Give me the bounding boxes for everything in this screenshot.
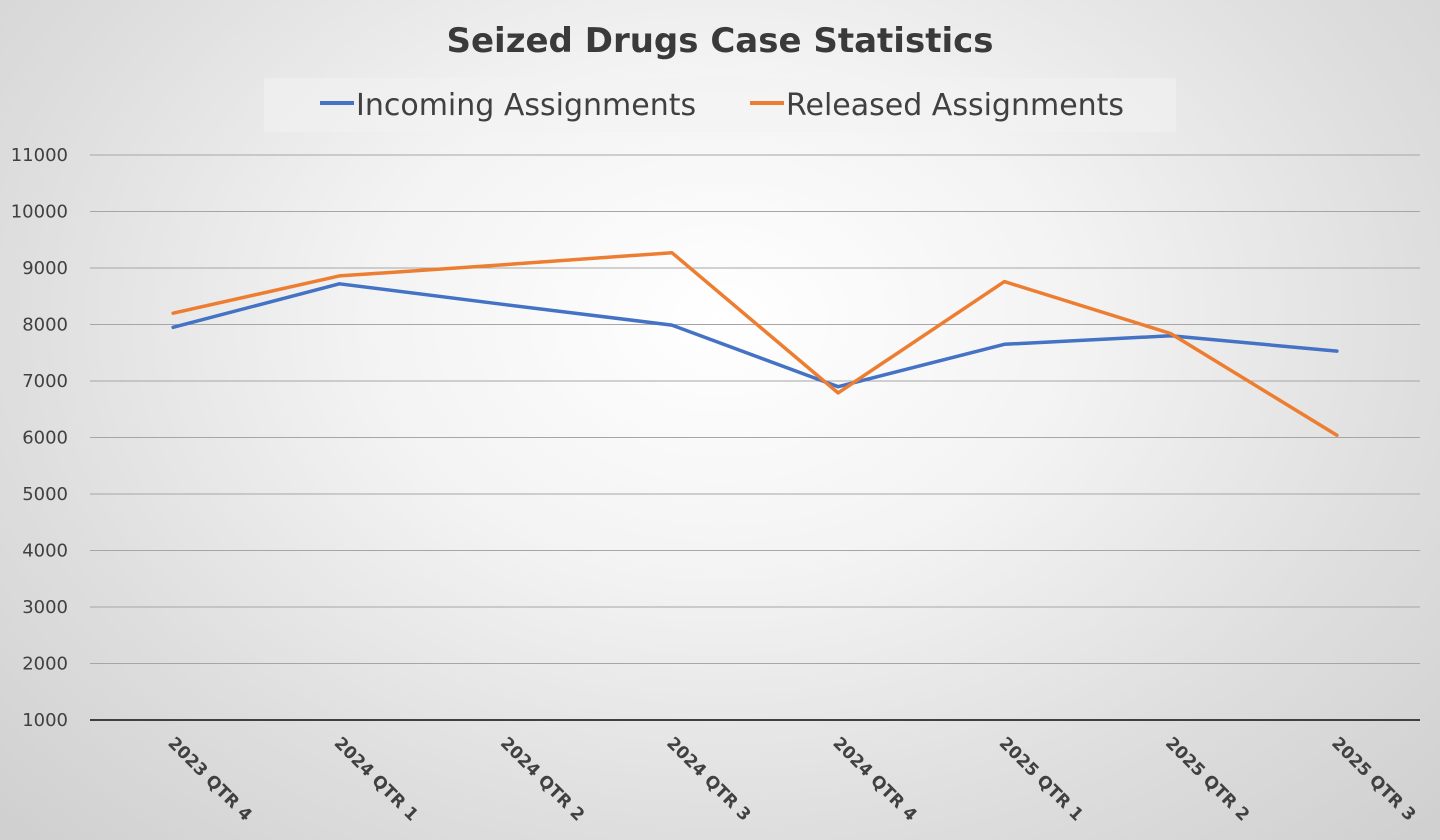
legend-background — [264, 78, 1176, 132]
gridlines — [90, 154, 1420, 664]
y-tick-label: 11000 — [11, 145, 68, 166]
y-axis: 1000 2000 3000 4000 5000 6000 7000 8000 9000 1000… — [11, 145, 68, 731]
y-tick-label: 2000 — [22, 654, 68, 675]
chart-title: Seized Drugs Case Statistics — [447, 21, 994, 61]
x-tick-label: 2024 QTR 2 — [496, 733, 588, 825]
legend: Incoming Assignments Released Assignments — [320, 88, 1124, 123]
x-axis: 2023 QTR 4 2024 QTR 1 2024 QTR 2 2024 QTR 3… — [90, 719, 1420, 826]
series-group — [171, 250, 1339, 437]
x-tick-label: 2024 QTR 1 — [330, 733, 422, 825]
y-tick-label: 8000 — [22, 315, 68, 336]
legend-label: Released Assignments — [786, 88, 1124, 123]
series-line-released-assignments — [171, 250, 1339, 437]
x-tick-label: 2024 QTR 4 — [829, 733, 921, 825]
y-tick-label: 6000 — [22, 428, 68, 449]
y-tick-label: 4000 — [22, 541, 68, 562]
x-tick-label: 2025 QTR 1 — [995, 733, 1087, 825]
y-tick-label: 7000 — [22, 371, 68, 392]
x-tick-label: 2025 QTR 2 — [1161, 733, 1253, 825]
legend-label: Incoming Assignments — [356, 88, 696, 123]
y-tick-label: 1000 — [22, 710, 68, 731]
x-tick-label: 2025 QTR 3 — [1327, 733, 1419, 825]
y-tick-label: 5000 — [22, 484, 68, 505]
y-tick-label: 10000 — [11, 202, 68, 223]
y-tick-label: 9000 — [22, 258, 68, 279]
x-tick-label: 2023 QTR 4 — [164, 733, 256, 825]
y-tick-label: 3000 — [22, 597, 68, 618]
series-line-incoming-assignments — [171, 282, 1339, 389]
x-tick-label: 2024 QTR 3 — [662, 733, 754, 825]
